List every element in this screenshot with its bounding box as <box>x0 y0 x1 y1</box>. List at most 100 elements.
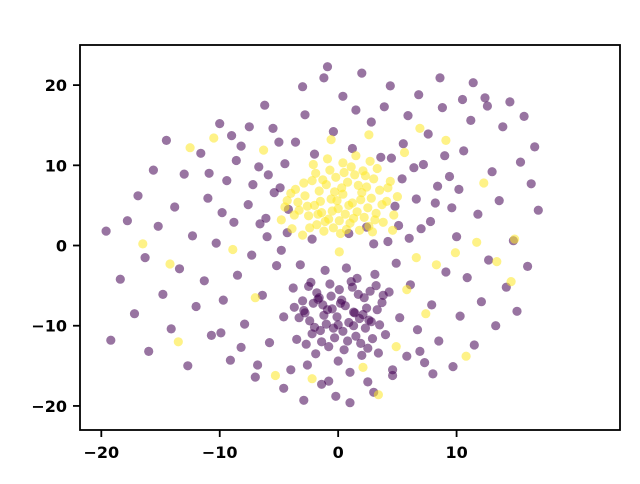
scatter-point <box>299 395 309 405</box>
scatter-point <box>166 324 176 334</box>
scatter-point <box>295 260 305 270</box>
scatter-point <box>216 328 226 338</box>
scatter-point <box>351 151 361 161</box>
scatter-point <box>101 226 111 236</box>
scatter-point <box>373 390 383 400</box>
scatter-point <box>370 269 380 279</box>
scatter-point <box>257 290 267 300</box>
scatter-point <box>215 119 225 129</box>
scatter-point <box>402 285 412 295</box>
scatter-point <box>338 326 348 336</box>
scatter-point <box>298 230 308 240</box>
scatter-point <box>391 258 401 268</box>
scatter-point <box>325 165 335 175</box>
scatter-point <box>430 198 440 208</box>
scatter-point <box>170 202 180 212</box>
scatter-point <box>325 279 335 289</box>
scatter-point <box>353 289 363 299</box>
scatter-point <box>269 188 279 198</box>
scatter-point <box>378 290 388 300</box>
scatter-point <box>331 391 341 401</box>
scatter-point <box>415 346 425 356</box>
scatter-point <box>366 117 376 127</box>
scatter-point <box>339 167 349 178</box>
scatter-point <box>431 260 441 270</box>
scatter-point <box>364 315 374 325</box>
scatter-point <box>428 369 438 379</box>
scatter-point <box>509 234 520 244</box>
scatter-point <box>289 302 299 312</box>
scatter-point <box>367 227 378 237</box>
scatter-point <box>228 244 238 255</box>
scatter-point <box>345 367 355 377</box>
scatter-point <box>473 209 483 219</box>
scatter-point <box>334 285 344 295</box>
scatter-point <box>359 212 369 222</box>
scatter-point <box>253 360 263 370</box>
scatter-point <box>222 176 232 186</box>
scatter-point <box>415 123 425 133</box>
scatter-point <box>138 239 148 249</box>
scatter-point <box>292 334 302 344</box>
scatter-point <box>337 183 347 193</box>
scatter-point <box>332 196 342 206</box>
scatter-point <box>372 305 382 315</box>
scatter-point <box>487 167 497 177</box>
scatter-point <box>324 342 334 352</box>
scatter-point <box>479 178 489 188</box>
scatter-point <box>420 358 430 368</box>
scatter-point <box>466 115 476 125</box>
scatter-point <box>454 184 464 194</box>
scatter-point <box>307 176 317 186</box>
scatter-point <box>279 312 289 322</box>
scatter-point <box>293 197 303 207</box>
scatter-point <box>383 183 393 193</box>
scatter-point <box>526 179 536 189</box>
scatter-point <box>248 180 258 190</box>
scatter-point <box>286 188 296 198</box>
scatter-point <box>115 274 125 284</box>
scatter-point <box>340 209 350 219</box>
scatter-point <box>317 337 327 347</box>
scatter-point <box>203 193 213 203</box>
scatter-point <box>356 195 366 205</box>
scatter-point <box>308 159 318 170</box>
scatter-point <box>333 356 343 366</box>
y-tick-label: 0 <box>56 237 67 256</box>
scatter-point <box>320 216 330 227</box>
scatter-point <box>341 224 351 235</box>
scatter-point <box>330 187 340 197</box>
scatter-point <box>512 306 522 316</box>
scatter-point <box>530 142 540 152</box>
scatter-point <box>370 215 380 225</box>
scatter-point <box>227 131 237 141</box>
scatter-point <box>462 273 472 283</box>
series-cluster-yellow <box>138 123 520 400</box>
scatter-point <box>411 194 421 204</box>
scatter-point <box>363 203 373 213</box>
scatter-point <box>402 351 412 361</box>
scatter-point <box>302 201 312 211</box>
scatter-point <box>304 211 314 221</box>
scatter-point <box>272 261 282 271</box>
scatter-point <box>349 321 359 331</box>
scatter-point <box>409 163 419 173</box>
scatter-point <box>350 308 360 318</box>
scatter-point <box>414 90 424 100</box>
y-tick-label: −10 <box>31 317 67 336</box>
x-tick-label: −10 <box>202 443 238 462</box>
scatter-point <box>339 345 349 355</box>
scatter-point <box>376 152 386 162</box>
scatter-point <box>320 265 330 275</box>
scatter-point <box>307 234 317 244</box>
scatter-point <box>397 174 407 184</box>
scatter-point <box>349 213 359 223</box>
scatter-point <box>250 293 260 303</box>
scatter-point <box>519 111 529 121</box>
scatter-point <box>404 233 414 243</box>
scatter-point <box>262 232 272 242</box>
scatter-point <box>388 225 398 235</box>
scatter-point <box>321 319 331 329</box>
scatter-point <box>437 103 447 113</box>
scatter-point <box>276 245 286 255</box>
